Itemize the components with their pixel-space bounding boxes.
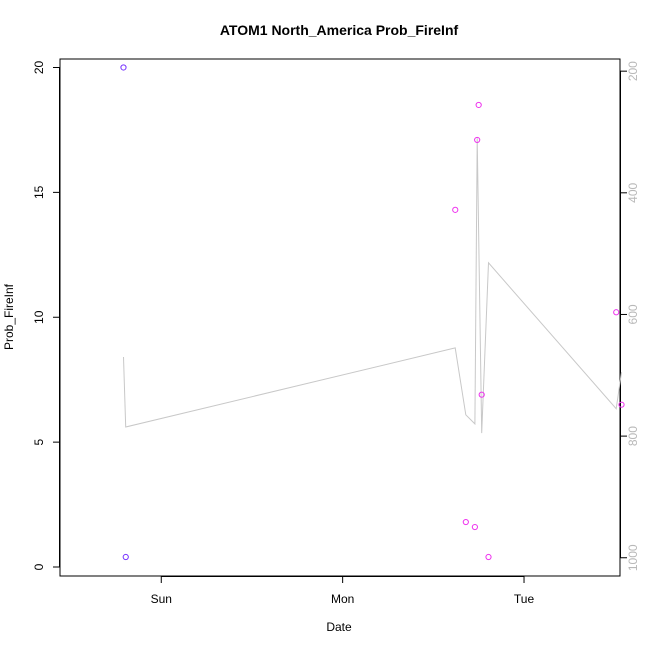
x-tick-label: Tue (514, 592, 535, 606)
right-axis-tick-label: 200 (626, 61, 640, 81)
right-axis-tick-label: 400 (626, 182, 640, 202)
x-tick-label: Mon (331, 592, 354, 606)
data-point (462, 518, 469, 526)
x-tick-label: Sun (151, 592, 172, 606)
y-tick-label: 15 (32, 185, 46, 199)
data-point (120, 64, 127, 71)
data-point (478, 391, 485, 398)
x-axis-label: Date (326, 620, 352, 634)
y-tick-label: 0 (32, 563, 46, 570)
chart-marks: 0 5 10 15 20 200 400 600 800 1000 Sun Mon Tue (32, 60, 640, 606)
data-point (618, 401, 625, 408)
y-axis-label: Prob_FireInf (2, 283, 16, 350)
y-tick-label: 5 (32, 438, 46, 445)
line-series (123, 138, 622, 434)
data-point (474, 136, 481, 144)
data-point (471, 523, 478, 531)
data-point (452, 206, 459, 213)
data-point (122, 553, 129, 561)
right-axis-tick-label: 800 (626, 426, 640, 446)
right-axis-tick-label: 600 (626, 304, 640, 324)
chart-title: ATOM1 North_America Prob_FireInf (220, 22, 459, 38)
right-axis-tick-label: 1000 (626, 544, 640, 571)
data-point (475, 101, 482, 109)
data-point (485, 553, 492, 561)
y-tick-label: 20 (32, 60, 46, 74)
y-tick-label: 10 (32, 310, 46, 324)
data-point (613, 309, 620, 316)
